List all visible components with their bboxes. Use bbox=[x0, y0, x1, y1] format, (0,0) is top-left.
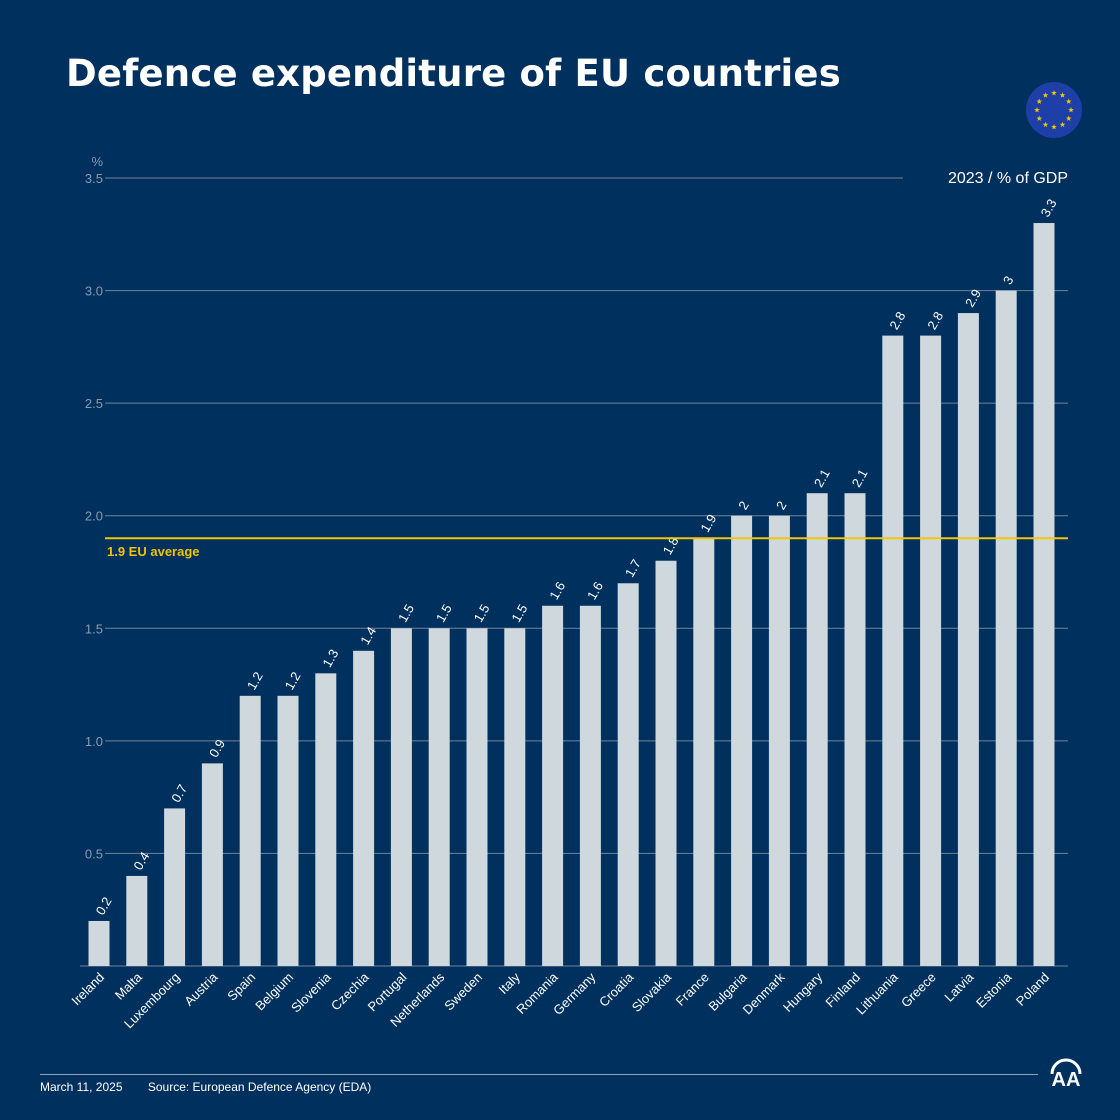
x-tick-label: Spain bbox=[224, 970, 258, 1004]
data-label: 2.1 bbox=[811, 467, 833, 490]
bar-slovenia bbox=[315, 673, 337, 966]
data-label: 0.9 bbox=[206, 737, 228, 760]
bar-chart: 0.5 1.0 1.5 2.0 2.5 3.0 3.5 0.2 Ireland 0.4 Malta… bbox=[68, 154, 1068, 1031]
bar-romania bbox=[542, 605, 564, 966]
star-icon bbox=[1065, 115, 1072, 121]
bar-latvia bbox=[957, 313, 979, 967]
data-label: 2 bbox=[773, 498, 790, 512]
x-tick-label: Greece bbox=[898, 970, 939, 1011]
x-tick-label: Estonia bbox=[973, 969, 1015, 1011]
data-label: 1.6 bbox=[546, 579, 568, 602]
x-tick-label: Ireland bbox=[68, 970, 107, 1009]
data-label: 2 bbox=[735, 498, 752, 512]
bar-denmark bbox=[768, 515, 790, 966]
bar-slovakia bbox=[655, 560, 677, 966]
chart-subtitle: 2023 / % of GDP bbox=[948, 170, 1068, 187]
x-tick-label: Lithuania bbox=[853, 969, 901, 1017]
data-label: 3.3 bbox=[1038, 196, 1060, 219]
bar-hungary bbox=[806, 493, 828, 966]
bar-sweden bbox=[466, 628, 488, 966]
y-tick-label: 2.0 bbox=[85, 509, 103, 524]
eu-average-label: 1.9 EU average bbox=[107, 544, 200, 559]
data-label: 1.5 bbox=[508, 602, 530, 625]
data-label: 2.8 bbox=[886, 309, 908, 332]
star-icon bbox=[1034, 107, 1040, 113]
footer-divider bbox=[40, 1074, 1038, 1075]
x-tick-label: Sweden bbox=[441, 970, 485, 1014]
x-tick-label: Malta bbox=[112, 969, 146, 1003]
star-icon bbox=[1051, 90, 1057, 96]
x-tick-label: Czechia bbox=[328, 969, 372, 1013]
svg-text:AA: AA bbox=[1052, 1069, 1081, 1088]
x-tick-label: Germany bbox=[550, 969, 599, 1018]
bar-lithuania bbox=[882, 335, 904, 967]
bar-italy bbox=[504, 628, 526, 966]
star-icon bbox=[1042, 92, 1049, 98]
x-tick-label: Austria bbox=[181, 969, 221, 1009]
footer-source: Source: European Defence Agency (EDA) bbox=[147, 1080, 372, 1094]
data-label: 2.1 bbox=[849, 467, 871, 490]
data-label: 1.5 bbox=[395, 602, 417, 625]
data-label: 1.4 bbox=[357, 624, 379, 647]
data-label: 1.9 bbox=[697, 512, 719, 535]
x-tick-label: Latvia bbox=[941, 969, 977, 1005]
star-icon bbox=[1036, 98, 1043, 104]
aa-logo: AA bbox=[1050, 1058, 1082, 1088]
star-icon bbox=[1042, 121, 1049, 128]
footer-date: March 11, 2025 bbox=[40, 1080, 123, 1094]
bar-croatia bbox=[617, 583, 639, 966]
y-tick-label: 3.0 bbox=[85, 284, 103, 299]
bar-netherlands bbox=[428, 628, 450, 966]
bar-spain bbox=[239, 695, 261, 966]
x-tick-label: Italy bbox=[495, 969, 523, 997]
data-label: 1.5 bbox=[471, 602, 493, 625]
bar-portugal bbox=[390, 628, 412, 966]
star-icon bbox=[1059, 92, 1066, 98]
footer: March 11, 2025 Source: European Defence … bbox=[40, 1080, 393, 1094]
data-label: 0.4 bbox=[130, 849, 152, 872]
bar-estonia bbox=[995, 290, 1017, 967]
bar-czechia bbox=[353, 650, 375, 966]
bar-ireland bbox=[88, 920, 110, 966]
data-label: 2.9 bbox=[962, 286, 984, 309]
x-tick-label: Slovenia bbox=[288, 969, 334, 1015]
x-tick-label: Poland bbox=[1013, 970, 1052, 1009]
data-label: 2.8 bbox=[924, 309, 946, 332]
y-tick-label: 3.5 bbox=[85, 171, 103, 186]
data-label: 1.2 bbox=[244, 669, 266, 692]
data-label: 1.3 bbox=[319, 647, 341, 670]
eu-flag-icon bbox=[1026, 82, 1082, 138]
y-axis-label: % bbox=[91, 154, 103, 169]
x-tick-label: Denmark bbox=[740, 969, 788, 1017]
bar-bulgaria bbox=[731, 515, 753, 966]
bar-greece bbox=[920, 335, 942, 967]
bar-france bbox=[693, 538, 715, 966]
data-label: 1.2 bbox=[282, 669, 304, 692]
bar-luxembourg bbox=[164, 808, 186, 966]
data-label: 1.7 bbox=[622, 557, 644, 580]
bar-malta bbox=[126, 875, 148, 966]
star-icon bbox=[1036, 115, 1043, 121]
bar-germany bbox=[579, 605, 601, 966]
data-label: 1.5 bbox=[433, 602, 455, 625]
data-label: 0.7 bbox=[168, 782, 190, 805]
star-icon bbox=[1059, 121, 1066, 128]
data-label: 1.6 bbox=[584, 579, 606, 602]
bar-belgium bbox=[277, 695, 299, 966]
y-tick-label: 2.5 bbox=[85, 396, 103, 411]
bar-poland bbox=[1033, 223, 1055, 966]
y-tick-label: 1.0 bbox=[85, 734, 103, 749]
chart-title: Defence expenditure of EU countries bbox=[66, 52, 841, 95]
bar-finland bbox=[844, 493, 866, 966]
star-icon bbox=[1068, 107, 1074, 113]
star-icon bbox=[1065, 98, 1072, 104]
data-label: 0.2 bbox=[93, 894, 115, 917]
x-tick-label: Hungary bbox=[780, 969, 826, 1015]
x-tick-label: Slovakia bbox=[629, 969, 675, 1015]
data-label: 3 bbox=[1000, 273, 1017, 287]
star-icon bbox=[1051, 124, 1057, 130]
y-tick-label: 1.5 bbox=[85, 621, 103, 636]
y-tick-label: 0.5 bbox=[85, 846, 103, 861]
bar-austria bbox=[201, 763, 223, 966]
